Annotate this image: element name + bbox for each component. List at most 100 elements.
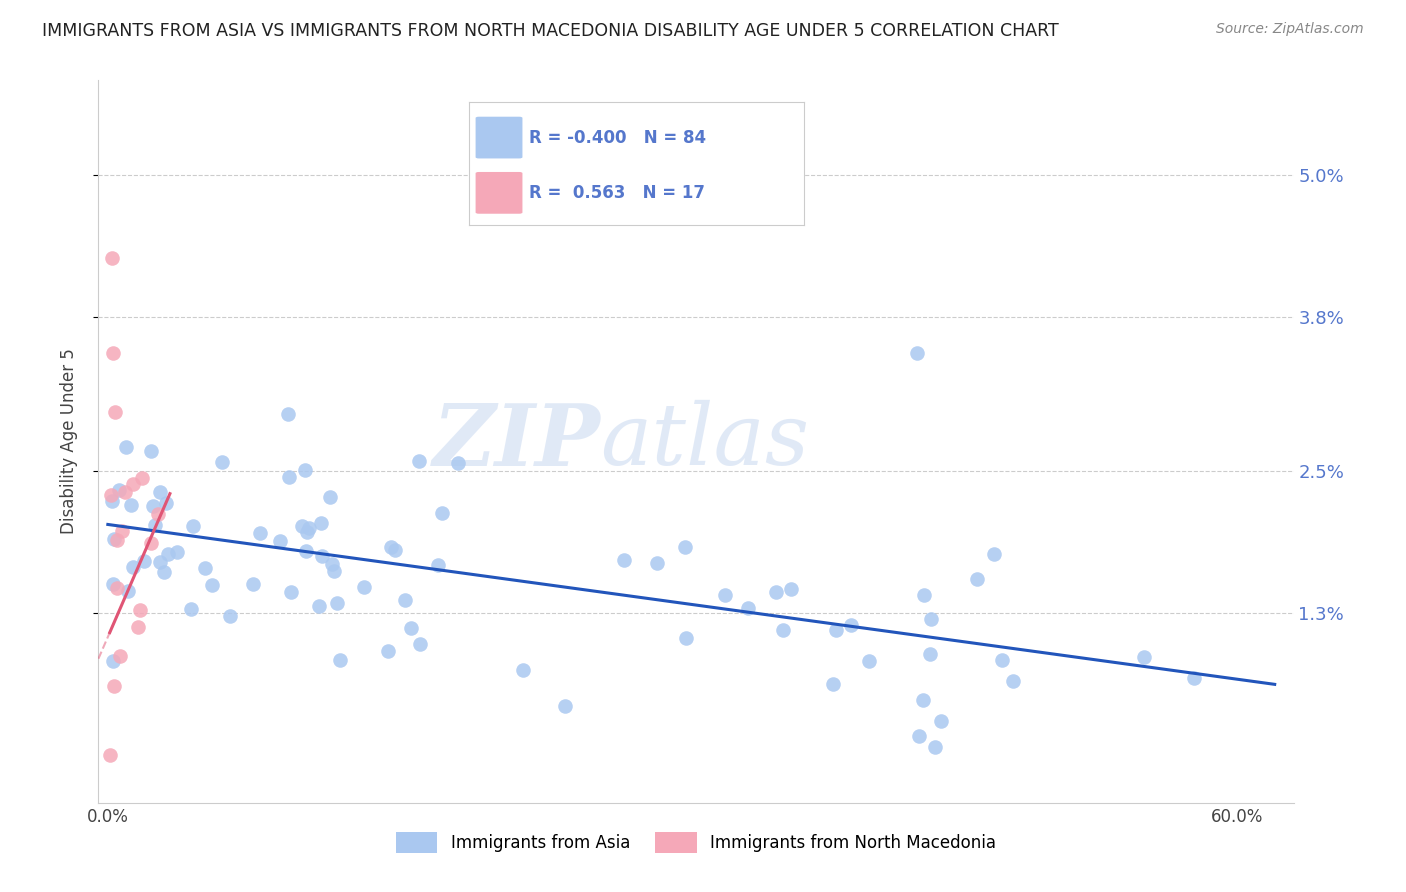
Point	[139, 536, 162, 550]
Point	[166, 545, 188, 559]
Point	[201, 578, 224, 592]
Point	[122, 560, 145, 574]
Point	[1002, 673, 1025, 688]
Point	[249, 526, 271, 541]
Point	[108, 649, 131, 664]
Point	[908, 729, 931, 743]
Point	[277, 470, 299, 484]
Point	[156, 547, 179, 561]
Point	[823, 677, 845, 691]
Point	[645, 556, 668, 570]
Point	[1132, 649, 1154, 664]
Point	[107, 581, 129, 595]
Point	[447, 456, 470, 470]
Point	[295, 544, 318, 558]
Point	[912, 588, 935, 602]
Point	[839, 618, 862, 632]
Point	[309, 516, 332, 530]
Point	[858, 654, 880, 668]
Text: atlas: atlas	[600, 401, 810, 483]
Point	[319, 490, 342, 504]
Point	[295, 524, 318, 539]
Point	[103, 345, 125, 359]
Point	[120, 498, 142, 512]
Point	[180, 602, 202, 616]
Point	[983, 548, 1005, 562]
Point	[298, 521, 321, 535]
Point	[929, 714, 952, 728]
Point	[277, 408, 299, 422]
Point	[100, 251, 122, 265]
Point	[115, 440, 138, 454]
Point	[321, 557, 343, 571]
Point	[280, 584, 302, 599]
Point	[131, 471, 153, 485]
Point	[242, 576, 264, 591]
Point	[322, 564, 344, 578]
Point	[613, 553, 636, 567]
Point	[117, 583, 139, 598]
Point	[269, 534, 291, 549]
Point	[311, 549, 333, 563]
Point	[377, 644, 399, 658]
Point	[149, 556, 172, 570]
Point	[103, 680, 125, 694]
Point	[148, 507, 170, 521]
Point	[713, 588, 735, 602]
Point	[104, 405, 127, 419]
Text: Source: ZipAtlas.com: Source: ZipAtlas.com	[1216, 22, 1364, 37]
Point	[924, 740, 946, 755]
Point	[100, 494, 122, 508]
Point	[409, 637, 432, 651]
Point	[132, 554, 155, 568]
Text: IMMIGRANTS FROM ASIA VS IMMIGRANTS FROM NORTH MACEDONIA DISABILITY AGE UNDER 5 C: IMMIGRANTS FROM ASIA VS IMMIGRANTS FROM …	[42, 22, 1059, 40]
Point	[394, 593, 416, 607]
Point	[380, 541, 402, 555]
Point	[512, 663, 534, 677]
Legend: Immigrants from Asia, Immigrants from North Macedonia: Immigrants from Asia, Immigrants from No…	[389, 826, 1002, 860]
Y-axis label: Disability Age Under 5: Disability Age Under 5	[59, 349, 77, 534]
Point	[103, 532, 125, 546]
Point	[294, 463, 316, 477]
Point	[107, 483, 129, 497]
Point	[325, 596, 347, 610]
Point	[772, 623, 794, 637]
Point	[779, 582, 801, 596]
Point	[98, 748, 121, 763]
Point	[384, 542, 406, 557]
Point	[329, 653, 352, 667]
Point	[100, 487, 122, 501]
Point	[149, 484, 172, 499]
Point	[920, 612, 942, 626]
Text: ZIP: ZIP	[433, 400, 600, 483]
Point	[141, 444, 163, 458]
Point	[143, 518, 166, 533]
Point	[991, 653, 1014, 667]
Point	[101, 577, 124, 591]
Point	[127, 620, 149, 634]
Point	[152, 566, 174, 580]
Point	[353, 580, 375, 594]
Point	[673, 540, 696, 554]
Point	[905, 345, 928, 359]
Point	[290, 519, 312, 533]
Point	[825, 623, 848, 637]
Point	[427, 558, 450, 572]
Point	[408, 454, 430, 468]
Point	[142, 499, 165, 513]
Point	[966, 572, 988, 586]
Point	[105, 533, 128, 547]
Point	[111, 524, 134, 538]
Point	[399, 621, 422, 635]
Point	[675, 631, 697, 645]
Point	[918, 647, 941, 661]
Point	[765, 585, 787, 599]
Point	[128, 603, 150, 617]
Point	[155, 495, 177, 509]
Point	[219, 609, 242, 624]
Point	[183, 519, 205, 533]
Point	[103, 655, 125, 669]
Point	[432, 506, 454, 520]
Point	[1182, 671, 1205, 685]
Point	[737, 601, 759, 615]
